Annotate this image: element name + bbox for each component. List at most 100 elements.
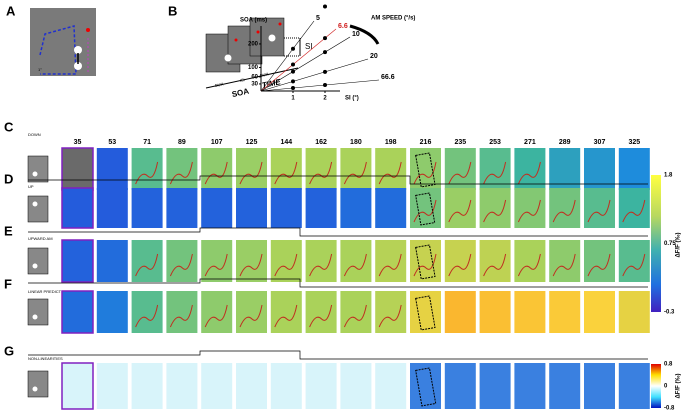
contour xyxy=(413,199,437,223)
frame xyxy=(549,148,581,190)
time-label: 53 xyxy=(108,139,116,146)
point xyxy=(291,79,295,84)
contour xyxy=(413,253,437,277)
colorbar xyxy=(651,364,661,408)
colorbar-tick: 0.8 xyxy=(664,362,673,368)
frame xyxy=(201,291,233,333)
y-tick-label: 30 xyxy=(251,82,258,88)
frame xyxy=(270,148,302,190)
contour xyxy=(413,161,437,185)
speed-label: 20 xyxy=(370,53,378,60)
frame xyxy=(514,148,546,190)
y-tick-label: 60 xyxy=(251,74,258,80)
row-label: NON-LINEARITIES xyxy=(28,356,63,361)
time-label: 235 xyxy=(454,139,466,146)
frame xyxy=(618,188,650,228)
colorbar-tick: 1.8 xyxy=(664,173,673,179)
frame xyxy=(131,291,163,333)
frame xyxy=(236,240,267,282)
frame xyxy=(61,290,94,334)
contour xyxy=(378,253,402,277)
row-label: UP xyxy=(28,184,34,189)
condition-dot xyxy=(32,171,38,177)
frame xyxy=(131,148,163,190)
speed-arrow xyxy=(349,24,380,45)
time-label: 253 xyxy=(489,139,501,146)
point xyxy=(323,50,327,55)
frame xyxy=(618,148,650,190)
contour xyxy=(517,161,541,185)
frame xyxy=(61,239,94,283)
frame xyxy=(305,291,337,333)
dur-label: DUR xyxy=(214,81,224,88)
frame xyxy=(236,188,267,228)
contour xyxy=(552,253,576,277)
time-label: 125 xyxy=(246,139,258,146)
contour xyxy=(309,253,333,277)
contour xyxy=(448,199,472,223)
frame xyxy=(270,291,302,333)
point xyxy=(323,83,327,88)
frame xyxy=(340,188,372,228)
condition-dot xyxy=(32,263,38,269)
frame xyxy=(618,291,650,333)
frame xyxy=(96,148,128,190)
time-label: 180 xyxy=(350,139,362,146)
frame xyxy=(444,363,476,409)
frame xyxy=(549,240,581,282)
frame xyxy=(166,188,198,228)
contour xyxy=(239,253,263,277)
row-letter: D xyxy=(4,171,13,186)
roi-box xyxy=(415,295,436,331)
dur-label: DUR xyxy=(259,71,269,78)
condition-icon xyxy=(27,370,49,398)
frame xyxy=(305,188,337,228)
point xyxy=(291,86,295,91)
speed-label: AM SPEED (°/s) xyxy=(371,16,415,22)
frame xyxy=(410,148,441,190)
contour xyxy=(448,161,472,185)
contour xyxy=(483,161,507,185)
frame xyxy=(410,363,441,409)
contour xyxy=(135,304,159,328)
frame xyxy=(96,363,128,409)
step-trace xyxy=(28,350,648,360)
frame xyxy=(61,362,94,410)
time-label: 289 xyxy=(559,139,571,146)
contour xyxy=(343,253,367,277)
frame xyxy=(410,291,441,333)
y-tick-label: 200 xyxy=(248,42,259,48)
contour xyxy=(517,253,541,277)
point xyxy=(291,46,295,51)
colorbar-tick: 0 xyxy=(664,384,668,390)
speed-line xyxy=(260,36,351,92)
contour xyxy=(552,199,576,223)
colorbar-tick: -0.8 xyxy=(664,406,675,412)
frame xyxy=(549,363,581,409)
contour xyxy=(622,253,646,277)
condition-dot xyxy=(32,314,38,320)
frame xyxy=(131,240,163,282)
fixation xyxy=(86,28,90,32)
point xyxy=(291,69,295,74)
y-tick-label: 100 xyxy=(248,65,259,71)
frame xyxy=(236,148,267,190)
y-axis-label: SOA (ms) xyxy=(240,18,267,24)
contour xyxy=(169,304,193,328)
time-label: 271 xyxy=(524,139,536,146)
condition-dot xyxy=(32,201,38,207)
contour xyxy=(378,304,402,328)
frame xyxy=(340,291,372,333)
colorbar-label: ΔF/F (‰) xyxy=(676,374,682,399)
point xyxy=(291,62,295,67)
time-label: 107 xyxy=(211,139,223,146)
frame xyxy=(479,291,511,333)
isi-label: ISI xyxy=(239,77,245,83)
step-trace xyxy=(28,175,648,185)
contour xyxy=(135,161,159,185)
stimulus-sequence xyxy=(205,17,301,89)
x-axis-label: SI (°) xyxy=(345,96,359,102)
row-label: DOWN xyxy=(28,132,41,137)
contour xyxy=(169,161,193,185)
